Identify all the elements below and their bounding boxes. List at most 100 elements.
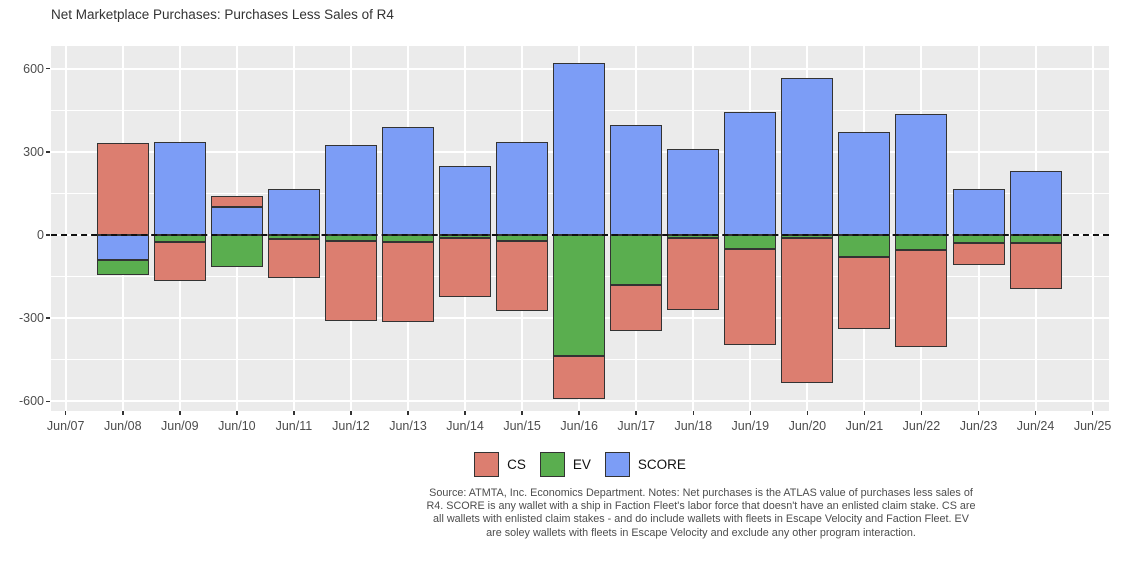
bar-segment-score <box>553 63 606 235</box>
bar-segment-ev <box>952 235 1005 244</box>
legend-item-score: SCORE <box>604 451 686 477</box>
source-caption: Source: ATMTA, Inc. Economics Department… <box>272 487 1130 540</box>
y-axis-label: -300 <box>18 311 44 326</box>
legend-label: SCORE <box>637 456 686 472</box>
x-axis-label: Jun/12 <box>332 419 370 433</box>
legend-label: CS <box>507 456 526 472</box>
x-tick-mark <box>464 411 466 415</box>
y-tick-mark <box>46 151 50 153</box>
bar-segment-score <box>952 189 1005 235</box>
bar-segment-cs <box>496 240 549 312</box>
x-tick-mark <box>692 411 694 415</box>
caption-line: R4. SCORE is any wallet with a ship in F… <box>426 500 976 513</box>
legend-item-cs: CS <box>474 451 526 477</box>
bar-segment-score <box>667 149 720 235</box>
x-tick-mark <box>521 411 523 415</box>
x-axis-label: Jun/19 <box>731 419 770 433</box>
x-tick-mark <box>578 411 580 415</box>
bar-segment-score <box>1009 171 1062 235</box>
bar-segment-ev <box>895 235 948 251</box>
legend-label: EV <box>572 456 591 472</box>
bar-segment-ev <box>210 235 263 267</box>
bar-segment-ev <box>724 235 777 249</box>
legend-key-swatch <box>474 451 500 477</box>
x-tick-mark <box>749 411 752 415</box>
x-axis-label: Jun/23 <box>959 419 998 433</box>
bar-segment-ev <box>153 235 206 242</box>
x-tick-mark <box>1034 411 1037 415</box>
bar-segment-score <box>96 235 149 260</box>
chart-title: Net Marketplace Purchases: Purchases Les… <box>51 7 394 22</box>
x-axis-label: Jun/20 <box>788 419 827 433</box>
plot-panel <box>51 46 1109 411</box>
y-axis-label: 300 <box>23 144 44 159</box>
x-tick-mark <box>122 411 124 415</box>
y-axis-label: -600 <box>18 394 44 409</box>
x-tick-mark <box>293 411 295 415</box>
y-tick-mark <box>46 234 50 236</box>
bar-segment-score <box>324 144 377 235</box>
y-tick-mark <box>46 400 50 403</box>
zero-line <box>51 234 1109 236</box>
x-axis-label: Jun/13 <box>389 419 427 433</box>
bar-segment-ev <box>553 235 606 356</box>
x-axis-label: Jun/08 <box>103 419 142 433</box>
bar-segment-score <box>496 142 549 235</box>
y-tick-mark <box>46 67 50 70</box>
bar-segment-cs <box>210 196 263 208</box>
bar-segment-cs <box>553 355 606 399</box>
bar-segment-cs <box>610 284 663 331</box>
x-axis-label: Jun/10 <box>218 419 256 433</box>
x-tick-mark <box>236 411 238 415</box>
legend-item-ev: EV <box>539 451 591 477</box>
x-tick-mark <box>407 411 409 415</box>
x-tick-mark <box>350 411 352 415</box>
x-axis-label: Jun/14 <box>446 419 484 433</box>
bar-segment-cs <box>96 143 149 235</box>
bar-segment-ev <box>96 259 149 276</box>
bar-segment-score <box>610 125 663 235</box>
x-tick-mark <box>179 411 181 415</box>
bar-segment-cs <box>439 237 492 298</box>
bar-segment-cs <box>382 241 434 323</box>
x-tick-mark <box>977 411 980 415</box>
x-axis-label: Jun/21 <box>845 419 884 433</box>
bar-segment-score <box>267 189 320 235</box>
x-tick-mark <box>806 411 809 415</box>
bar-segment-cs <box>324 240 377 321</box>
bar-segment-score <box>382 126 434 235</box>
x-axis-label: Jun/17 <box>617 419 655 433</box>
x-axis-label: Jun/07 <box>46 419 85 433</box>
x-tick-mark <box>635 411 637 415</box>
caption-line: are soley wallets with fleets in Escape … <box>486 526 916 539</box>
y-tick-mark <box>46 317 50 319</box>
caption-line: Source: ATMTA, Inc. Economics Department… <box>429 487 973 499</box>
y-axis-label: 0 <box>37 228 44 242</box>
bar-segment-cs <box>153 241 206 281</box>
bar-segment-cs <box>724 248 777 345</box>
x-axis-label: Jun/15 <box>503 419 541 433</box>
x-axis-label: Jun/18 <box>674 419 713 433</box>
bar-segment-score <box>781 78 834 235</box>
bar-segment-cs <box>952 243 1005 266</box>
bar-segment-score <box>895 114 948 235</box>
x-axis-label: Jun/22 <box>902 419 941 433</box>
y-axis-label: 600 <box>23 61 44 76</box>
vertical-gridline <box>64 46 67 411</box>
x-axis-label: Jun/25 <box>1073 419 1112 433</box>
bar-segment-cs <box>1009 243 1062 290</box>
bar-segment-ev <box>382 235 434 242</box>
legend-key-swatch <box>539 451 565 477</box>
bar-segment-ev <box>610 235 663 285</box>
bar-segment-ev <box>1009 235 1062 244</box>
x-tick-mark <box>1091 411 1094 415</box>
x-axis-label: Jun/16 <box>560 419 598 433</box>
bar-segment-score <box>439 165 492 235</box>
x-axis-label: Jun/24 <box>1016 419 1055 433</box>
x-axis-label: Jun/11 <box>275 419 313 433</box>
legend-key-swatch <box>604 451 630 477</box>
bar-segment-cs <box>267 239 320 278</box>
bar-segment-cs <box>667 237 720 310</box>
bar-segment-score <box>153 142 206 235</box>
